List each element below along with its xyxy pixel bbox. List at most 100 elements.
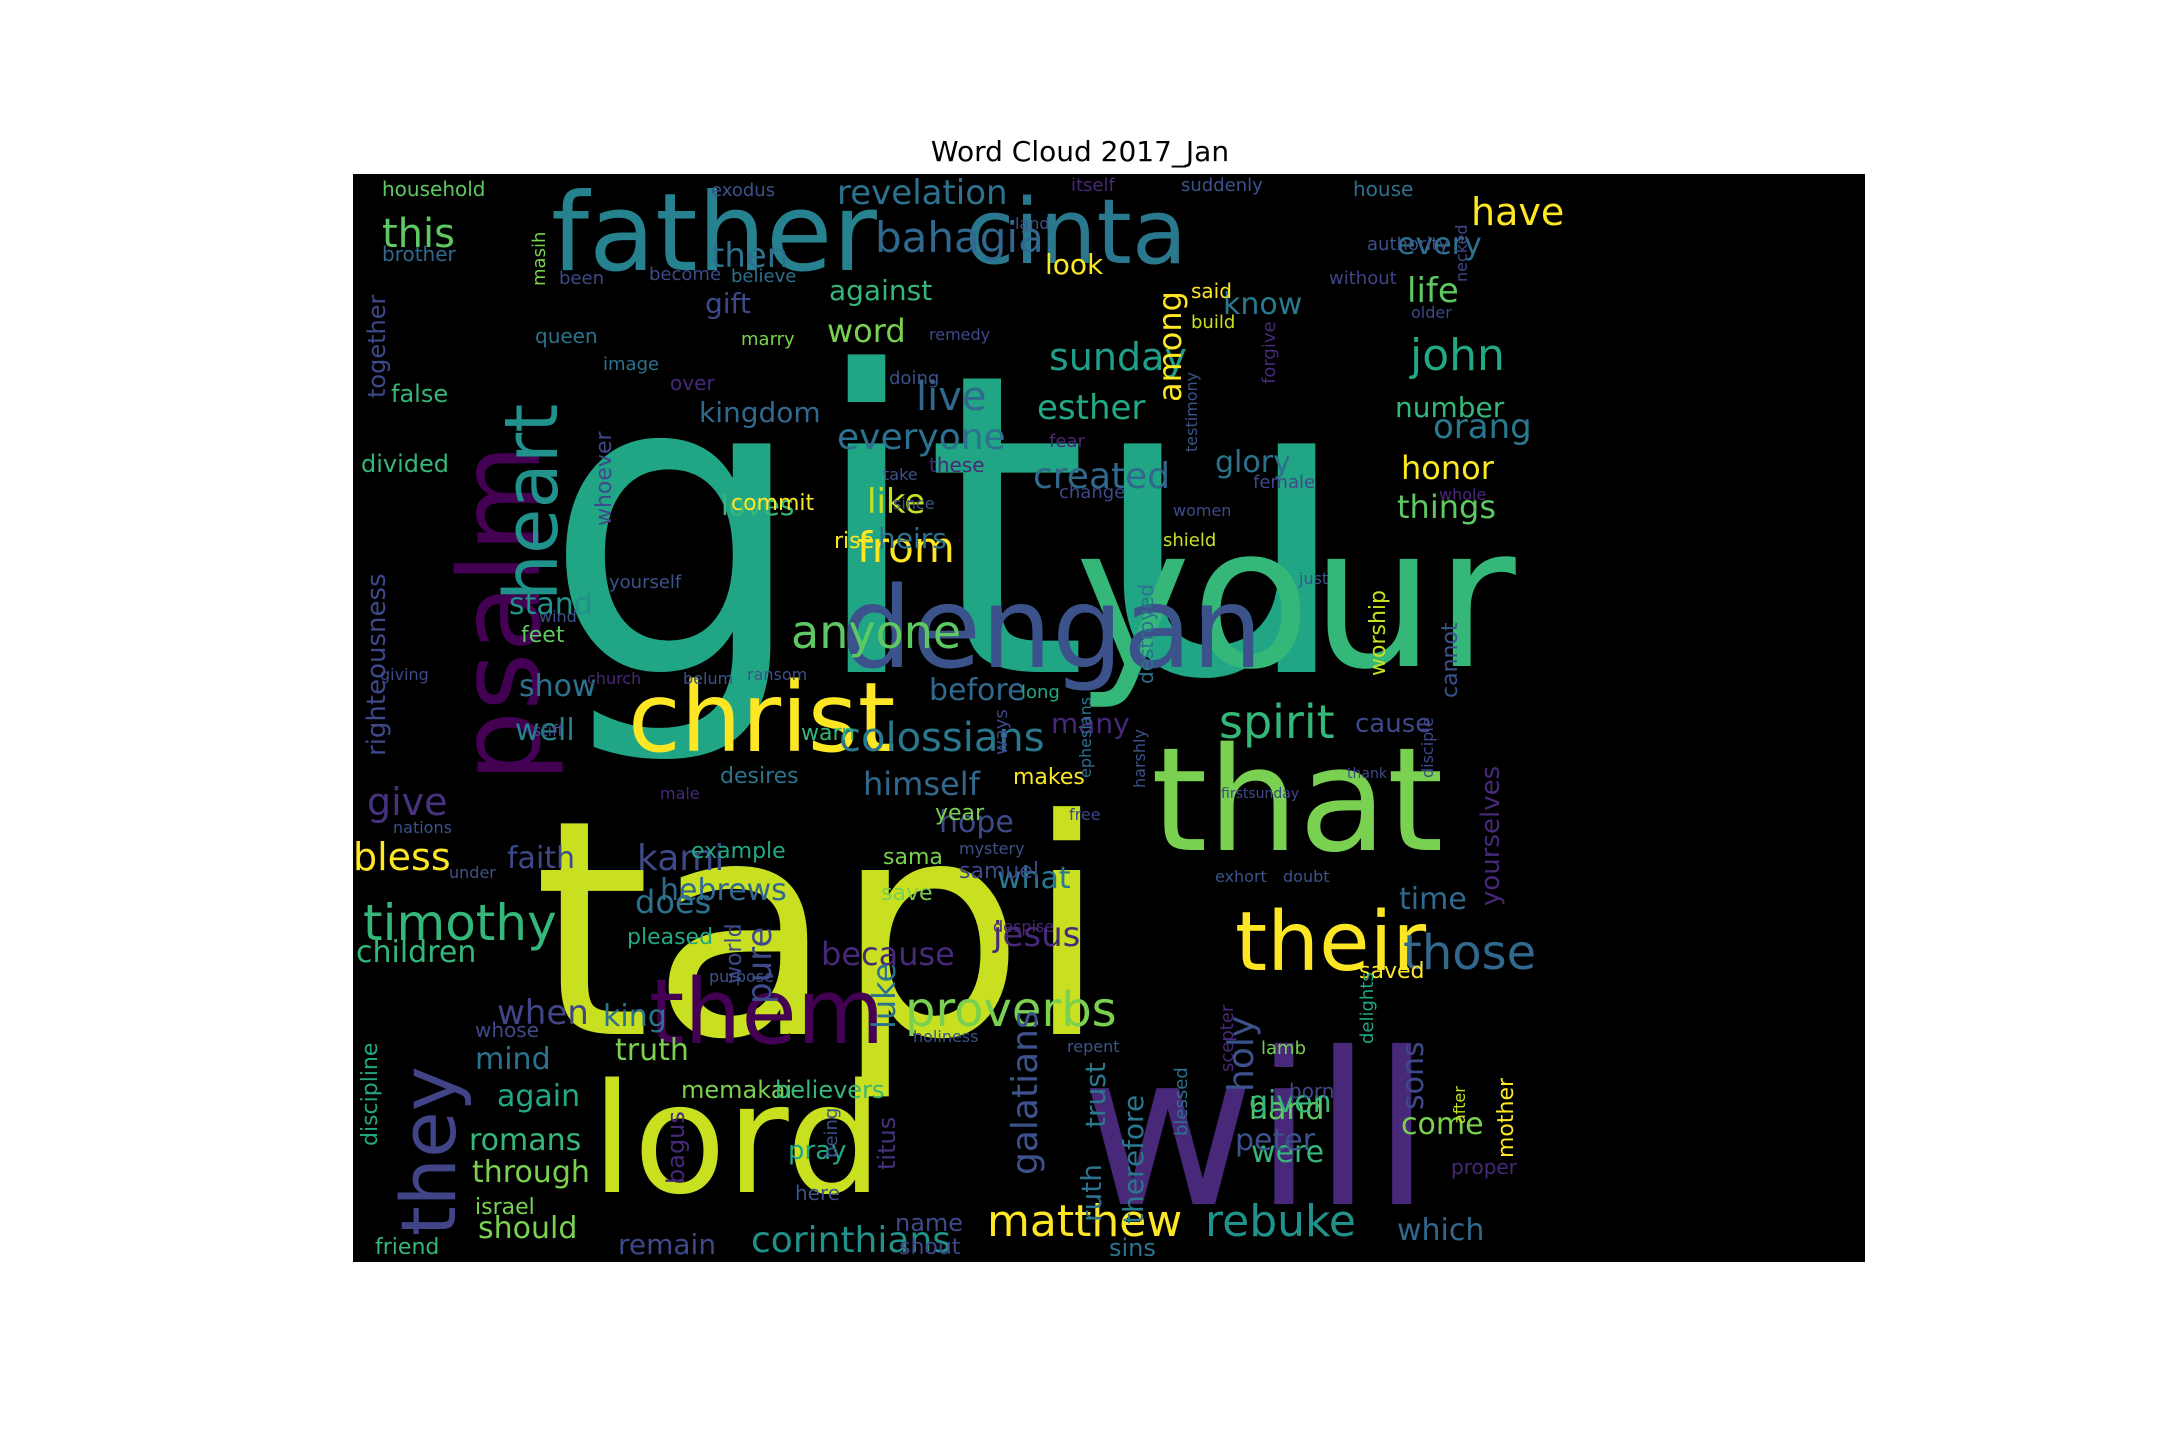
word-stiff: stiff (533, 721, 564, 740)
word-together: together (363, 295, 391, 398)
word-will: will (1081, 1007, 1431, 1254)
word-pray: pray (788, 1136, 847, 1166)
word-show: show (519, 669, 597, 704)
word-cause: cause (1355, 709, 1431, 739)
word-then: then (711, 236, 788, 276)
word-peter: peter (1235, 1123, 1316, 1158)
word-come: come (1401, 1107, 1484, 1142)
word-stand: stand (509, 587, 593, 622)
word-that: that (1151, 716, 1443, 884)
word-psalm: psalm (436, 444, 566, 782)
word-ephesians: ephesians (1076, 697, 1095, 778)
word-mind: mind (475, 1042, 551, 1077)
word-desires: desires (720, 764, 799, 789)
word-name: name (895, 1209, 963, 1237)
word-yourself: yourself (609, 572, 682, 593)
word-nations: nations (393, 818, 452, 837)
word-become: become (649, 264, 721, 285)
word-land: land (1015, 214, 1050, 233)
word-wind: wind (539, 607, 577, 626)
word-rise: rise (834, 529, 874, 554)
word-remain: remain (618, 1228, 716, 1261)
word-himself: himself (863, 765, 981, 803)
word-belum: belum (683, 669, 733, 688)
word-cloud-panel: gitu tapi your will lord that psalm dengan fathe… (353, 174, 1865, 1262)
word-hope: hope (939, 805, 1014, 840)
word-those: those (1403, 925, 1536, 981)
word-brother: brother (382, 242, 457, 266)
word-corinthians: corinthians (751, 1220, 951, 1261)
word-jesus: jesus (992, 915, 1080, 955)
word-marry: marry (741, 329, 795, 350)
word-have: have (1471, 190, 1564, 234)
word-male: male (660, 784, 700, 803)
word-bahagia: bahagia (875, 213, 1044, 262)
word-orang: orang (1433, 407, 1532, 447)
word-holy: holy (1221, 1016, 1262, 1092)
word-shout: shout (899, 1235, 961, 1260)
word-given: given (1249, 1085, 1332, 1120)
word-whose: whose (475, 1018, 539, 1042)
word-proper: proper (1451, 1155, 1518, 1179)
word-therefore: therefore (1117, 1095, 1150, 1224)
word-before: before (929, 673, 1026, 708)
word-again: again (497, 1079, 580, 1114)
word-world: world (722, 923, 747, 984)
word-example: example (691, 839, 786, 864)
word-testimony: testimony (1182, 372, 1201, 452)
word-lamb: lamb (1261, 1038, 1306, 1059)
word-lord: lord (591, 1051, 883, 1228)
word-sunday: sunday (1049, 335, 1187, 379)
word-glory: glory (1215, 445, 1291, 480)
word-firstsunday: firstsunday (1221, 786, 1299, 802)
word-christ: christ (628, 662, 895, 774)
word-give: give (367, 780, 448, 824)
word-born: born (1289, 1079, 1334, 1103)
word-commit: commit (731, 491, 815, 516)
word-year: year (935, 801, 985, 826)
word-believe: believe (731, 266, 796, 287)
word-anyone: anyone (791, 605, 961, 659)
word-because: because (821, 935, 955, 973)
word-mystery: mystery (959, 839, 1025, 858)
word-titus: titus (873, 1117, 901, 1170)
word-thank: thank (1347, 766, 1388, 782)
word-what: what (997, 861, 1071, 896)
word-masih: masih (529, 232, 550, 286)
word-without: without (1329, 268, 1397, 289)
word-suddenly: suddenly (1181, 175, 1263, 196)
word-should: should (478, 1211, 577, 1246)
word-hand: hand (1249, 1092, 1324, 1127)
word-worship: worship (1366, 590, 1391, 676)
word-samuel: samuel (959, 859, 1039, 884)
word-female: female (1253, 472, 1315, 493)
word-remedy: remedy (929, 325, 990, 344)
word-their: their (1235, 895, 1426, 990)
word-over: over (670, 371, 715, 395)
word-fear: fear (1049, 431, 1085, 452)
word-timothy: timothy (363, 894, 557, 952)
word-build: build (1191, 312, 1235, 333)
word-these: these (929, 453, 985, 477)
word-through: through (472, 1155, 590, 1190)
word-since: since (893, 494, 935, 513)
word-bagus: bagus (662, 1111, 690, 1184)
word-pure: pure (740, 927, 780, 1004)
word-exhort: exhort (1215, 867, 1267, 886)
word-older: older (1411, 303, 1452, 322)
word-ruth: ruth (1075, 1164, 1108, 1222)
word-things: things (1397, 488, 1496, 526)
word-destroyed: destroyed (1134, 584, 1158, 684)
word-among: among (1151, 291, 1189, 402)
word-heart: heart (489, 404, 575, 601)
word-tapi: tapi (533, 756, 1108, 1105)
word-were: were (1251, 1135, 1324, 1170)
word-blessed: blessed (1171, 1067, 1192, 1136)
word-delights: delights (1357, 972, 1378, 1044)
word-trust: trust (1079, 1062, 1112, 1128)
word-life: life (1407, 271, 1459, 311)
word-israel: israel (475, 1195, 535, 1220)
word-live: live (916, 374, 987, 420)
word-rebuke: rebuke (1205, 1196, 1356, 1247)
